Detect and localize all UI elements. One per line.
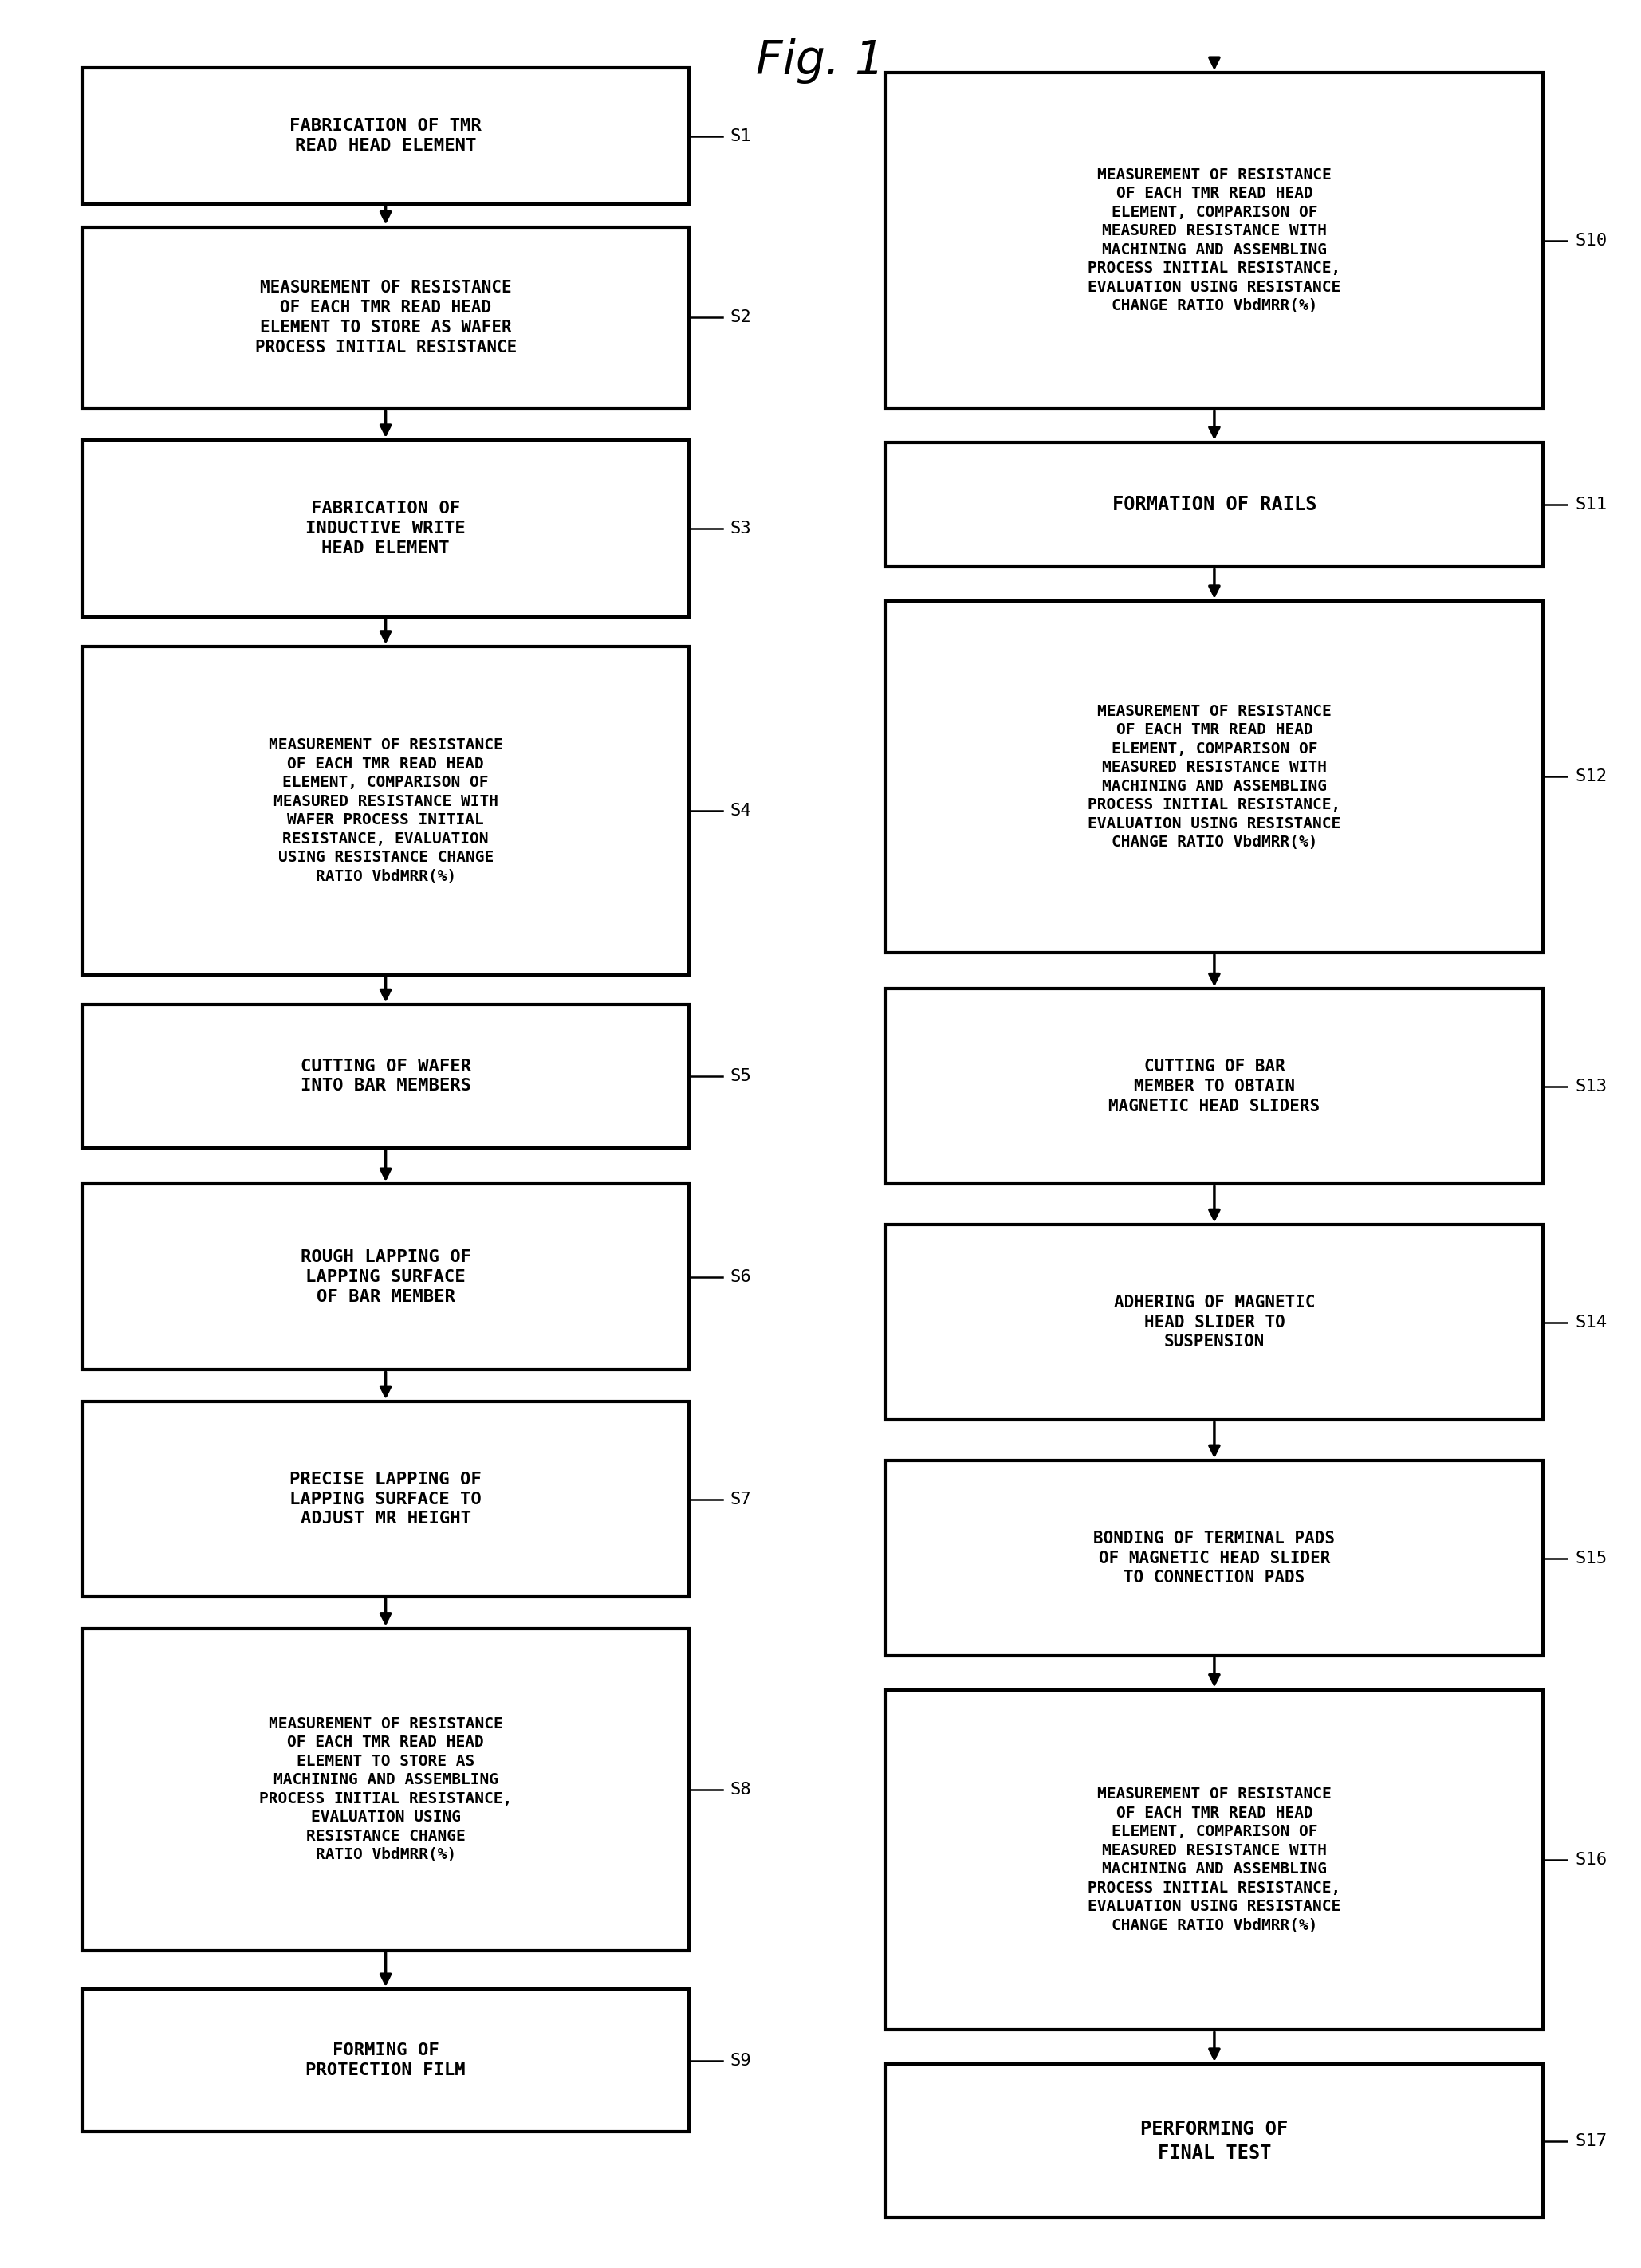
Text: CUTTING OF BAR
MEMBER TO OBTAIN
MAGNETIC HEAD SLIDERS: CUTTING OF BAR MEMBER TO OBTAIN MAGNETIC… xyxy=(1109,1059,1319,1114)
Text: S4: S4 xyxy=(730,803,752,819)
Text: MEASUREMENT OF RESISTANCE
OF EACH TMR READ HEAD
ELEMENT TO STORE AS WAFER
PROCES: MEASUREMENT OF RESISTANCE OF EACH TMR RE… xyxy=(254,279,517,356)
Text: S14: S14 xyxy=(1575,1313,1607,1331)
Bar xyxy=(82,68,689,204)
Text: MEASUREMENT OF RESISTANCE
OF EACH TMR READ HEAD
ELEMENT, COMPARISON OF
MEASURED : MEASUREMENT OF RESISTANCE OF EACH TMR RE… xyxy=(1088,703,1341,850)
Text: S2: S2 xyxy=(730,308,752,327)
Bar xyxy=(82,1005,689,1148)
Text: PRECISE LAPPING OF
LAPPING SURFACE TO
ADJUST MR HEIGHT: PRECISE LAPPING OF LAPPING SURFACE TO AD… xyxy=(290,1472,481,1526)
Bar xyxy=(886,73,1543,408)
Text: ADHERING OF MAGNETIC
HEAD SLIDER TO
SUSPENSION: ADHERING OF MAGNETIC HEAD SLIDER TO SUSP… xyxy=(1114,1295,1314,1349)
Text: S1: S1 xyxy=(730,127,752,145)
Bar xyxy=(886,1461,1543,1656)
Text: ROUGH LAPPING OF
LAPPING SURFACE
OF BAR MEMBER: ROUGH LAPPING OF LAPPING SURFACE OF BAR … xyxy=(300,1250,471,1304)
Text: S15: S15 xyxy=(1575,1549,1607,1567)
Text: S3: S3 xyxy=(730,519,752,538)
Text: S17: S17 xyxy=(1575,2132,1607,2150)
Text: S9: S9 xyxy=(730,2053,752,2068)
Text: S11: S11 xyxy=(1575,497,1607,513)
Text: PERFORMING OF
FINAL TEST: PERFORMING OF FINAL TEST xyxy=(1140,2121,1288,2161)
Text: S8: S8 xyxy=(730,1780,752,1799)
Bar xyxy=(886,1225,1543,1420)
Bar xyxy=(82,1989,689,2132)
Bar xyxy=(82,227,689,408)
Bar xyxy=(82,646,689,975)
Text: S16: S16 xyxy=(1575,1851,1607,1869)
Bar xyxy=(82,1628,689,1950)
Text: S5: S5 xyxy=(730,1068,752,1084)
Text: MEASUREMENT OF RESISTANCE
OF EACH TMR READ HEAD
ELEMENT, COMPARISON OF
MEASURED : MEASUREMENT OF RESISTANCE OF EACH TMR RE… xyxy=(1088,1787,1341,1932)
Text: S10: S10 xyxy=(1575,231,1607,249)
Bar xyxy=(886,2064,1543,2218)
Text: Fig. 1: Fig. 1 xyxy=(757,39,884,84)
Bar xyxy=(82,1184,689,1370)
Text: FORMING OF
PROTECTION FILM: FORMING OF PROTECTION FILM xyxy=(305,2043,466,2077)
Text: FABRICATION OF TMR
READ HEAD ELEMENT: FABRICATION OF TMR READ HEAD ELEMENT xyxy=(290,118,481,154)
Text: FABRICATION OF
INDUCTIVE WRITE
HEAD ELEMENT: FABRICATION OF INDUCTIVE WRITE HEAD ELEM… xyxy=(305,501,466,556)
Text: MEASUREMENT OF RESISTANCE
OF EACH TMR READ HEAD
ELEMENT TO STORE AS
MACHINING AN: MEASUREMENT OF RESISTANCE OF EACH TMR RE… xyxy=(259,1717,512,1862)
Text: CUTTING OF WAFER
INTO BAR MEMBERS: CUTTING OF WAFER INTO BAR MEMBERS xyxy=(300,1059,471,1093)
Bar xyxy=(886,989,1543,1184)
Bar xyxy=(886,601,1543,953)
Text: S12: S12 xyxy=(1575,769,1607,785)
Text: S13: S13 xyxy=(1575,1077,1607,1095)
Text: BONDING OF TERMINAL PADS
OF MAGNETIC HEAD SLIDER
TO CONNECTION PADS: BONDING OF TERMINAL PADS OF MAGNETIC HEA… xyxy=(1093,1531,1336,1585)
Bar xyxy=(886,442,1543,567)
Bar xyxy=(82,1402,689,1597)
Text: S7: S7 xyxy=(730,1490,752,1508)
Bar xyxy=(886,1690,1543,2030)
Text: MEASUREMENT OF RESISTANCE
OF EACH TMR READ HEAD
ELEMENT, COMPARISON OF
MEASURED : MEASUREMENT OF RESISTANCE OF EACH TMR RE… xyxy=(269,737,502,885)
Text: MEASUREMENT OF RESISTANCE
OF EACH TMR READ HEAD
ELEMENT, COMPARISON OF
MEASURED : MEASUREMENT OF RESISTANCE OF EACH TMR RE… xyxy=(1088,168,1341,313)
Text: S6: S6 xyxy=(730,1268,752,1286)
Bar xyxy=(82,440,689,617)
Text: FORMATION OF RAILS: FORMATION OF RAILS xyxy=(1113,494,1316,515)
